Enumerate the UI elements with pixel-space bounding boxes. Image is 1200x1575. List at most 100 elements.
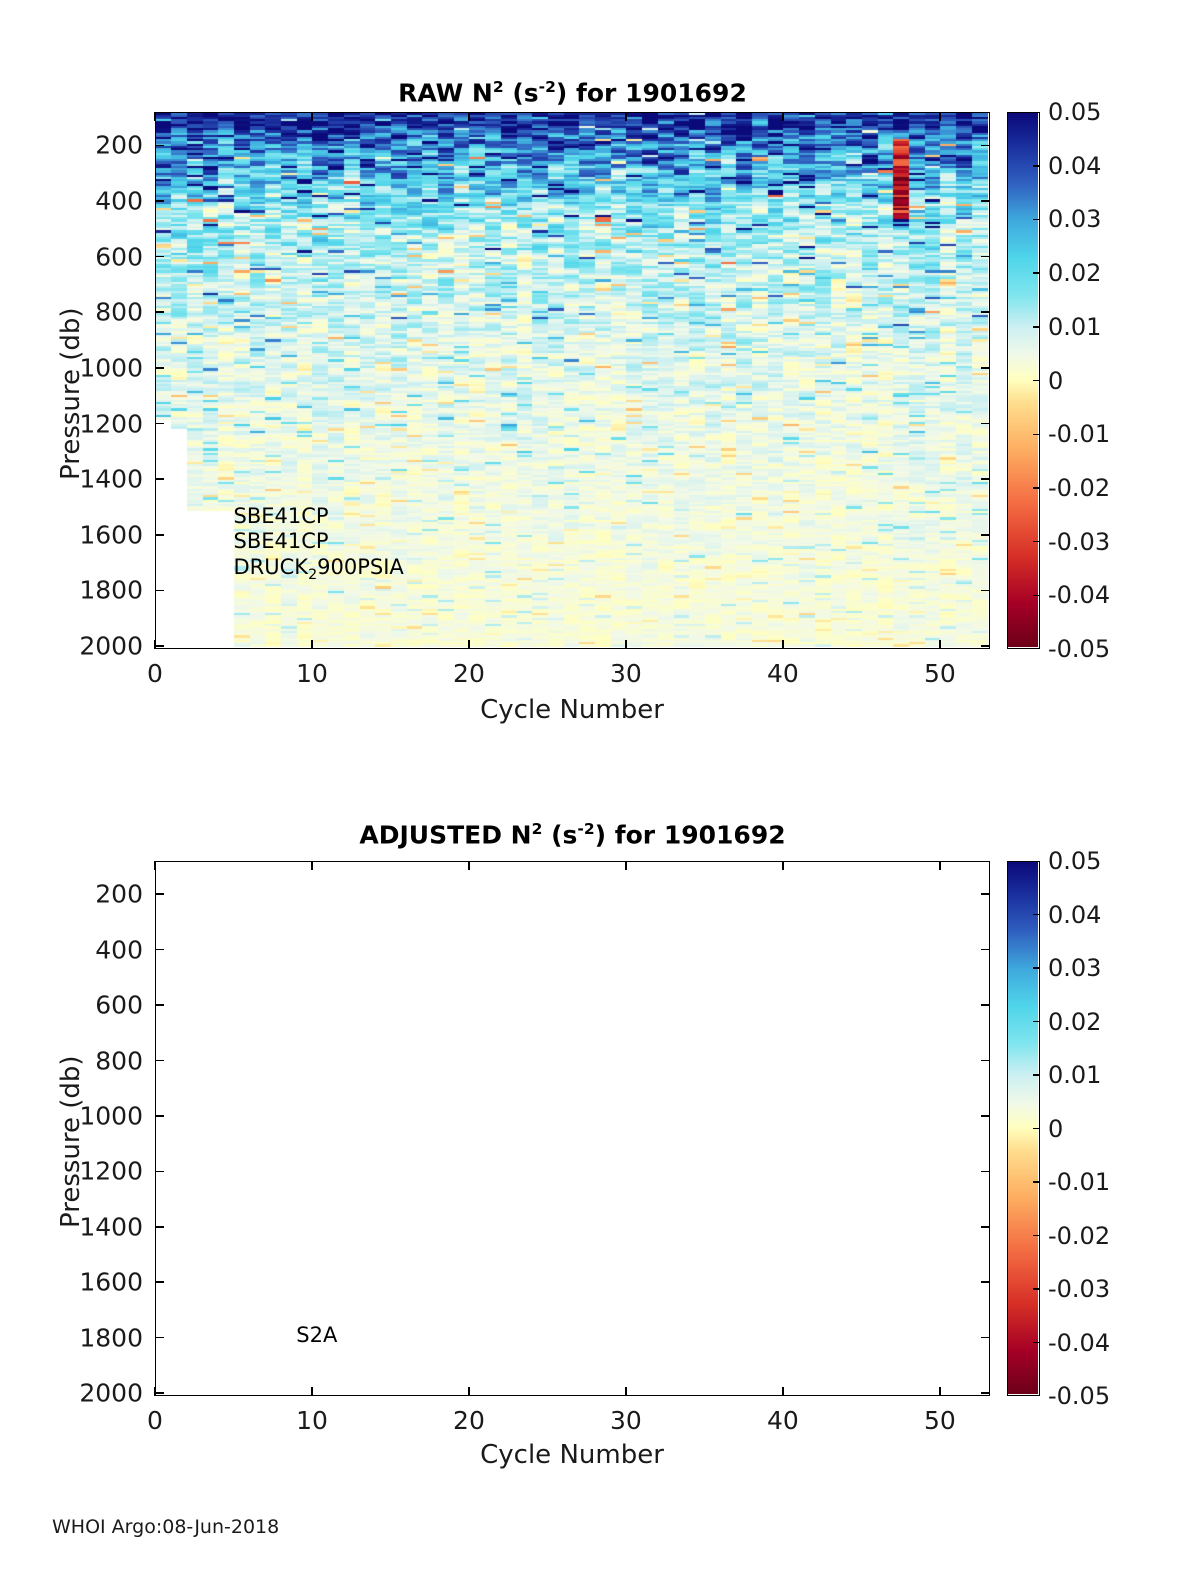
- y-tick-mark: [155, 1059, 164, 1062]
- y-tick-label: 1200: [79, 409, 143, 438]
- y-tick-mark-right: [981, 200, 990, 202]
- y-tick-mark-right: [981, 478, 990, 480]
- x-tick-mark: [625, 1387, 627, 1396]
- y-tick-mark: [155, 1170, 164, 1173]
- colorbar-tick-label: -0.03: [1048, 527, 1111, 556]
- x-tick-mark-top: [625, 861, 627, 870]
- colorbar-tick-mark: [1033, 1127, 1040, 1130]
- y-tick-mark: [155, 200, 164, 202]
- y-tick-label: 200: [95, 879, 143, 909]
- y-tick-mark-right: [981, 1004, 990, 1006]
- x-tick-mark: [625, 640, 627, 649]
- x-tick-mark-top: [154, 112, 156, 121]
- x-tick-label: 40: [767, 1406, 799, 1435]
- x-tick-label: 0: [147, 659, 163, 688]
- x-tick-label: 20: [453, 659, 485, 688]
- colorbar-tick-label: 0.04: [1048, 900, 1102, 929]
- colorbar-tick-mark: [1033, 326, 1040, 328]
- colorbar-tick-mark: [1033, 1234, 1040, 1237]
- y-tick-mark-right: [981, 1336, 990, 1339]
- y-tick-mark-right: [981, 533, 990, 536]
- y-tick-mark-right: [981, 311, 990, 314]
- x-tick-label: 50: [923, 659, 956, 688]
- colorbar-tick-label: 0.05: [1048, 98, 1102, 126]
- colorbar-tick-mark: [1033, 487, 1040, 489]
- figure-footer: WHOI Argo:08-Jun-2018: [52, 1516, 280, 1538]
- colorbar-tick-mark: [1033, 218, 1040, 221]
- x-tick-mark-top: [782, 861, 784, 870]
- colorbar-tick-label: -0.01: [1048, 420, 1111, 449]
- colorbar-tick-mark: [1033, 379, 1040, 382]
- colorbar-tick-mark: [1033, 1020, 1040, 1023]
- x-tick-mark-top: [468, 112, 470, 121]
- adjusted-plot-title: ADJUSTED N2 (s-2) for 1901692: [359, 820, 786, 850]
- y-tick-mark: [155, 1281, 164, 1283]
- y-tick-label: 800: [95, 297, 143, 327]
- y-tick-mark-right: [981, 1059, 990, 1062]
- colorbar-tick-label: 0.01: [1048, 312, 1102, 341]
- y-tick-mark: [155, 255, 164, 258]
- colorbar-tick-mark: [1033, 1181, 1040, 1183]
- y-tick-mark-right: [981, 1115, 990, 1117]
- colorbar-tick-label: 0.02: [1048, 259, 1102, 288]
- colorbar-tick-label: -0.04: [1048, 581, 1111, 610]
- x-tick-label: 10: [296, 659, 328, 688]
- colorbar-tick-mark: [1033, 594, 1040, 597]
- y-tick-mark: [155, 533, 164, 536]
- annotation-sensor-1: SBE41CP: [233, 504, 329, 529]
- x-tick-mark: [782, 1387, 784, 1396]
- x-tick-label: 30: [610, 1406, 642, 1435]
- y-tick-mark: [155, 367, 164, 369]
- y-tick-label: 600: [95, 990, 143, 1020]
- y-tick-mark: [155, 144, 164, 147]
- raw-plot-title: RAW N2 (s-2) for 1901692: [398, 78, 747, 108]
- x-tick-mark: [154, 1387, 156, 1396]
- colorbar-tick-label: -0.05: [1048, 1382, 1111, 1410]
- y-tick-mark: [155, 478, 164, 480]
- y-tick-mark: [155, 1004, 164, 1006]
- x-tick-mark-top: [939, 112, 941, 121]
- y-tick-mark: [155, 589, 164, 592]
- colorbar-tick-label: 0: [1048, 366, 1064, 395]
- x-tick-mark-top: [311, 112, 313, 121]
- colorbar-tick-mark: [1033, 272, 1040, 274]
- raw-xaxis-label: Cycle Number: [480, 695, 664, 725]
- y-tick-label: 1200: [79, 1156, 143, 1186]
- y-tick-mark-right: [981, 367, 990, 369]
- colorbar-tick-label: 0.02: [1048, 1007, 1102, 1036]
- raw-heatmap-canvas: [156, 113, 988, 647]
- y-tick-mark: [155, 1392, 164, 1394]
- x-tick-mark-top: [625, 112, 627, 121]
- raw-yaxis-label: Pressure (db): [56, 307, 86, 480]
- y-tick-label: 400: [95, 935, 143, 965]
- x-tick-mark-top: [468, 861, 470, 870]
- y-tick-mark-right: [981, 1392, 990, 1394]
- colorbar-tick-label: 0.04: [1048, 151, 1102, 180]
- y-tick-mark: [155, 893, 164, 896]
- y-tick-label: 1000: [79, 1101, 143, 1131]
- colorbar-tick-label: 0.01: [1048, 1061, 1102, 1089]
- y-tick-mark: [155, 311, 164, 314]
- y-tick-mark: [155, 948, 164, 951]
- y-tick-mark-right: [981, 645, 990, 647]
- colorbar-tick-label: -0.03: [1048, 1275, 1111, 1303]
- raw-axes-box: [155, 112, 990, 649]
- x-tick-mark: [311, 1387, 313, 1396]
- colorbar-tick-label: 0: [1048, 1114, 1064, 1143]
- y-tick-label: 800: [95, 1046, 143, 1075]
- colorbar-tick-label: 0.03: [1048, 205, 1102, 234]
- x-tick-mark: [939, 640, 941, 649]
- colorbar-tick-mark: [1033, 1074, 1040, 1076]
- y-tick-mark-right: [981, 422, 990, 425]
- x-tick-mark: [468, 640, 470, 649]
- colorbar-tick-label: -0.04: [1048, 1328, 1111, 1357]
- adjusted-heatmap-canvas: [156, 862, 988, 1394]
- x-tick-mark: [939, 1387, 941, 1396]
- x-tick-label: 50: [923, 1406, 956, 1435]
- x-tick-mark-top: [311, 861, 313, 870]
- colorbar-tick-mark: [1033, 1341, 1040, 1344]
- colorbar-tick-label: 0.05: [1048, 847, 1102, 875]
- x-tick-mark: [468, 1387, 470, 1396]
- y-tick-mark: [155, 1115, 164, 1117]
- x-tick-mark: [154, 640, 156, 649]
